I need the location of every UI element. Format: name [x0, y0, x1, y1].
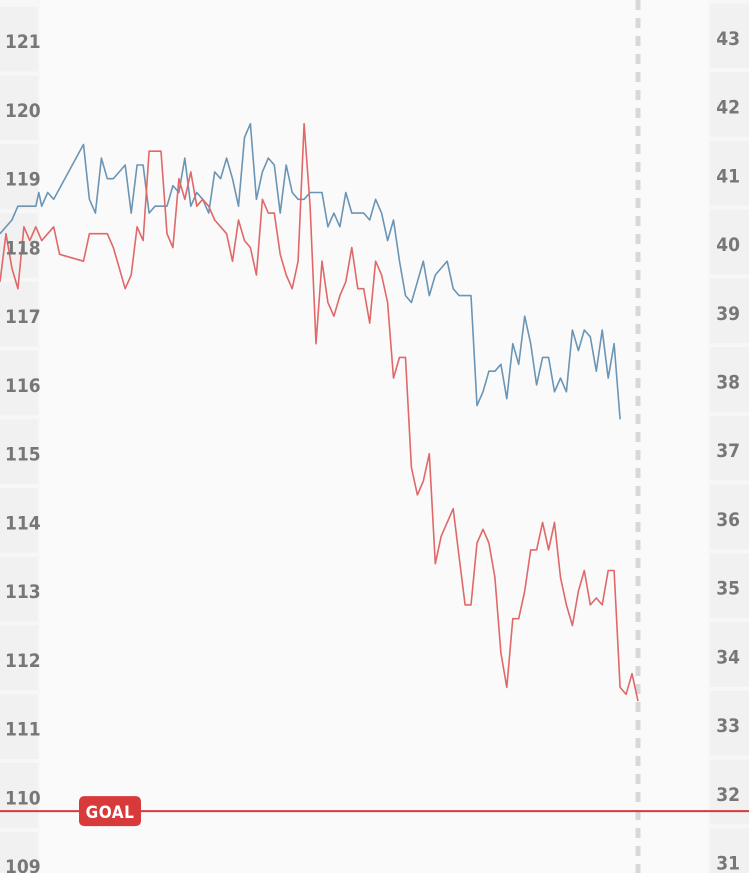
goal-badge — [79, 796, 141, 827]
left-gutter-band — [0, 144, 38, 210]
right-axis-gutter — [710, 3, 749, 873]
left-tick-label: 118 — [5, 237, 41, 259]
left-gutter-band — [0, 831, 38, 873]
right-tick-label: 33 — [716, 715, 740, 737]
left-tick-label: 116 — [5, 375, 41, 397]
left-gutter-band — [0, 281, 38, 347]
right-gutter-band — [710, 484, 749, 550]
right-gutter-band — [710, 209, 749, 275]
left-tick-label: 120 — [5, 100, 41, 122]
left-tick-label: 112 — [5, 650, 41, 672]
right-tick-label: 35 — [716, 578, 740, 600]
right-gutter-band — [710, 690, 749, 756]
left-tick-label: 109 — [5, 856, 41, 873]
right-gutter-band — [710, 347, 749, 412]
left-gutter-band — [0, 556, 38, 622]
left-gutter-band — [0, 350, 38, 416]
series-line-blue — [0, 122, 621, 420]
right-gutter-band — [710, 622, 749, 687]
goal-label: GOAL — [86, 803, 135, 823]
plot-area — [40, 0, 708, 873]
left-axis-gutter — [0, 6, 38, 873]
right-tick-label: 43 — [716, 28, 740, 50]
right-gutter-band — [710, 72, 749, 137]
left-tick-label: 114 — [5, 512, 41, 534]
right-tick-label: 42 — [716, 97, 740, 119]
left-gutter-band — [0, 694, 38, 760]
right-tick-label: 39 — [716, 303, 740, 325]
right-tick-label: 31 — [716, 853, 740, 873]
right-tick-label: 32 — [716, 784, 740, 806]
right-gutter-band — [710, 828, 749, 873]
left-gutter-band — [0, 6, 38, 72]
right-gutter-band — [710, 278, 749, 344]
right-tick-label: 37 — [716, 440, 740, 462]
left-gutter-band — [0, 75, 38, 141]
series-line-red — [0, 122, 639, 702]
right-gutter-band — [710, 415, 749, 481]
left-gutter-band — [0, 419, 38, 485]
left-tick-label: 111 — [5, 719, 41, 741]
right-gutter-band — [710, 759, 749, 825]
right-tick-label: 36 — [716, 509, 740, 531]
left-tick-label: 115 — [5, 444, 41, 466]
left-gutter-band — [0, 213, 38, 278]
left-gutter-band — [0, 763, 38, 828]
right-tick-label: 38 — [716, 372, 740, 394]
right-gutter-band — [710, 3, 749, 69]
left-tick-label: 110 — [5, 787, 41, 809]
left-axis-ticks: 121 120 119 118 117 116 115 114 113 112 111 110 109 — [5, 31, 41, 873]
right-tick-label: 41 — [716, 165, 740, 187]
goal-layer: GOAL — [0, 796, 749, 827]
left-tick-label: 119 — [5, 169, 41, 191]
left-tick-label: 113 — [5, 581, 41, 603]
right-tick-label: 40 — [716, 234, 740, 256]
left-gutter-band — [0, 488, 38, 553]
left-tick-label: 121 — [5, 31, 41, 53]
right-axis-ticks: 43 42 41 40 39 38 37 36 35 34 33 32 31 — [716, 28, 740, 873]
left-tick-label: 117 — [5, 306, 41, 328]
right-gutter-band — [710, 140, 749, 206]
right-gutter-band — [710, 553, 749, 619]
left-gutter-band — [0, 625, 38, 691]
series-layer — [0, 122, 639, 702]
right-tick-label: 34 — [716, 646, 740, 668]
